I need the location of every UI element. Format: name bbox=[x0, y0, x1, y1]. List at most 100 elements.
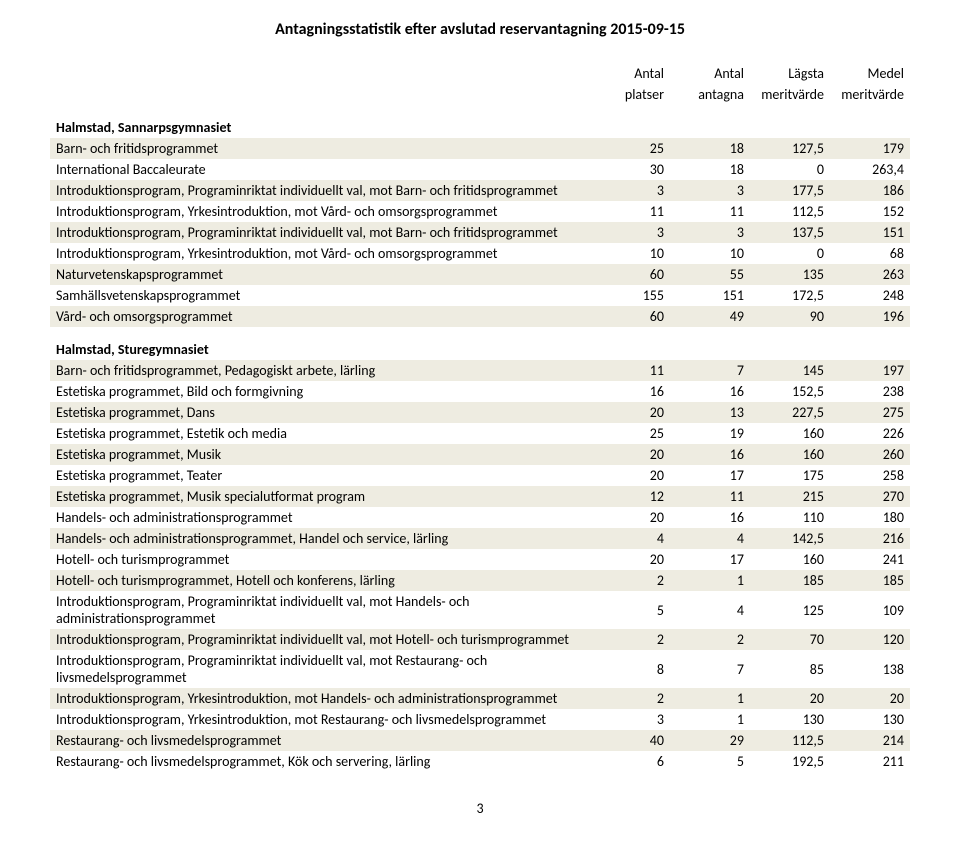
row-medel: 197 bbox=[830, 360, 910, 381]
row-antagna: 55 bbox=[670, 264, 750, 285]
col-header-lagsta-1: Lägsta bbox=[750, 63, 830, 84]
row-lagsta: 145 bbox=[750, 360, 830, 381]
row-lagsta: 192,5 bbox=[750, 751, 830, 772]
row-platser: 20 bbox=[590, 549, 670, 570]
table-row: Handels- och administrationsprogrammet, … bbox=[50, 528, 910, 549]
row-antagna: 16 bbox=[670, 381, 750, 402]
row-antagna: 17 bbox=[670, 549, 750, 570]
statistics-table: Antal Antal Lägsta Medel platser antagna… bbox=[50, 63, 910, 772]
table-row: Handels- och administrationsprogrammet20… bbox=[50, 507, 910, 528]
section-heading: Halmstad, Sturegymnasiet bbox=[50, 327, 910, 360]
row-antagna: 17 bbox=[670, 465, 750, 486]
col-header-lagsta-2: meritvärde bbox=[750, 84, 830, 105]
row-lagsta: 130 bbox=[750, 709, 830, 730]
row-antagna: 3 bbox=[670, 180, 750, 201]
page-container: Antagningsstatistik efter avslutad reser… bbox=[0, 0, 960, 847]
row-antagna: 1 bbox=[670, 570, 750, 591]
table-row: Introduktionsprogram, Programinriktat in… bbox=[50, 629, 910, 650]
row-antagna: 1 bbox=[670, 688, 750, 709]
row-antagna: 2 bbox=[670, 629, 750, 650]
row-antagna: 7 bbox=[670, 360, 750, 381]
row-name: Barn- och fritidsprogrammet, Pedagogiskt… bbox=[50, 360, 590, 381]
row-lagsta: 70 bbox=[750, 629, 830, 650]
row-antagna: 11 bbox=[670, 201, 750, 222]
table-row: International Baccaleurate30180263,4 bbox=[50, 159, 910, 180]
row-name: Hotell- och turismprogrammet bbox=[50, 549, 590, 570]
table-row: Estetiska programmet, Dans2013227,5275 bbox=[50, 402, 910, 423]
table-row: Estetiska programmet, Estetik och media2… bbox=[50, 423, 910, 444]
section-heading: Halmstad, Sannarpsgymnasiet bbox=[50, 105, 910, 138]
row-lagsta: 185 bbox=[750, 570, 830, 591]
row-lagsta: 172,5 bbox=[750, 285, 830, 306]
row-platser: 40 bbox=[590, 730, 670, 751]
row-name: Introduktionsprogram, Yrkesintroduktion,… bbox=[50, 709, 590, 730]
row-name: Handels- och administrationsprogrammet bbox=[50, 507, 590, 528]
row-medel: 216 bbox=[830, 528, 910, 549]
row-medel: 241 bbox=[830, 549, 910, 570]
row-lagsta: 215 bbox=[750, 486, 830, 507]
table-row: Estetiska programmet, Musik2016160260 bbox=[50, 444, 910, 465]
col-header-platser-1: Antal bbox=[590, 63, 670, 84]
col-header-antagna-1: Antal bbox=[670, 63, 750, 84]
row-name: Estetiska programmet, Bild och formgivni… bbox=[50, 381, 590, 402]
row-platser: 25 bbox=[590, 138, 670, 159]
row-platser: 60 bbox=[590, 306, 670, 327]
row-name: International Baccaleurate bbox=[50, 159, 590, 180]
row-platser: 12 bbox=[590, 486, 670, 507]
row-lagsta: 90 bbox=[750, 306, 830, 327]
col-header-medel-2: meritvärde bbox=[830, 84, 910, 105]
col-header-name-2 bbox=[50, 84, 590, 105]
table-row: Restaurang- och livsmedelsprogrammet, Kö… bbox=[50, 751, 910, 772]
row-lagsta: 112,5 bbox=[750, 201, 830, 222]
row-antagna: 151 bbox=[670, 285, 750, 306]
row-antagna: 4 bbox=[670, 591, 750, 629]
row-medel: 120 bbox=[830, 629, 910, 650]
row-medel: 130 bbox=[830, 709, 910, 730]
row-platser: 11 bbox=[590, 201, 670, 222]
row-lagsta: 160 bbox=[750, 549, 830, 570]
col-header-medel-1: Medel bbox=[830, 63, 910, 84]
table-row: Barn- och fritidsprogrammet, Pedagogiskt… bbox=[50, 360, 910, 381]
row-medel: 263,4 bbox=[830, 159, 910, 180]
row-medel: 248 bbox=[830, 285, 910, 306]
row-platser: 20 bbox=[590, 507, 670, 528]
row-platser: 2 bbox=[590, 629, 670, 650]
row-lagsta: 227,5 bbox=[750, 402, 830, 423]
row-medel: 263 bbox=[830, 264, 910, 285]
row-platser: 20 bbox=[590, 465, 670, 486]
row-name: Barn- och fritidsprogrammet bbox=[50, 138, 590, 159]
row-antagna: 5 bbox=[670, 751, 750, 772]
row-medel: 258 bbox=[830, 465, 910, 486]
row-platser: 3 bbox=[590, 709, 670, 730]
row-antagna: 29 bbox=[670, 730, 750, 751]
row-medel: 151 bbox=[830, 222, 910, 243]
table-row: Introduktionsprogram, Programinriktat in… bbox=[50, 222, 910, 243]
row-medel: 179 bbox=[830, 138, 910, 159]
row-lagsta: 160 bbox=[750, 423, 830, 444]
row-antagna: 16 bbox=[670, 444, 750, 465]
row-lagsta: 0 bbox=[750, 243, 830, 264]
row-lagsta: 85 bbox=[750, 650, 830, 688]
row-platser: 20 bbox=[590, 402, 670, 423]
row-name: Introduktionsprogram, Yrkesintroduktion,… bbox=[50, 688, 590, 709]
row-platser: 10 bbox=[590, 243, 670, 264]
row-name: Restaurang- och livsmedelsprogrammet, Kö… bbox=[50, 751, 590, 772]
table-row: Barn- och fritidsprogrammet2518127,5179 bbox=[50, 138, 910, 159]
row-medel: 238 bbox=[830, 381, 910, 402]
page-number: 3 bbox=[50, 800, 910, 817]
row-name: Introduktionsprogram, Programinriktat in… bbox=[50, 650, 590, 688]
col-header-name bbox=[50, 63, 590, 84]
row-antagna: 13 bbox=[670, 402, 750, 423]
row-platser: 8 bbox=[590, 650, 670, 688]
row-platser: 3 bbox=[590, 222, 670, 243]
row-antagna: 3 bbox=[670, 222, 750, 243]
row-name: Estetiska programmet, Teater bbox=[50, 465, 590, 486]
row-antagna: 10 bbox=[670, 243, 750, 264]
row-name: Introduktionsprogram, Programinriktat in… bbox=[50, 180, 590, 201]
row-platser: 11 bbox=[590, 360, 670, 381]
row-name: Estetiska programmet, Musik specialutfor… bbox=[50, 486, 590, 507]
row-lagsta: 142,5 bbox=[750, 528, 830, 549]
row-medel: 275 bbox=[830, 402, 910, 423]
row-medel: 152 bbox=[830, 201, 910, 222]
row-lagsta: 112,5 bbox=[750, 730, 830, 751]
